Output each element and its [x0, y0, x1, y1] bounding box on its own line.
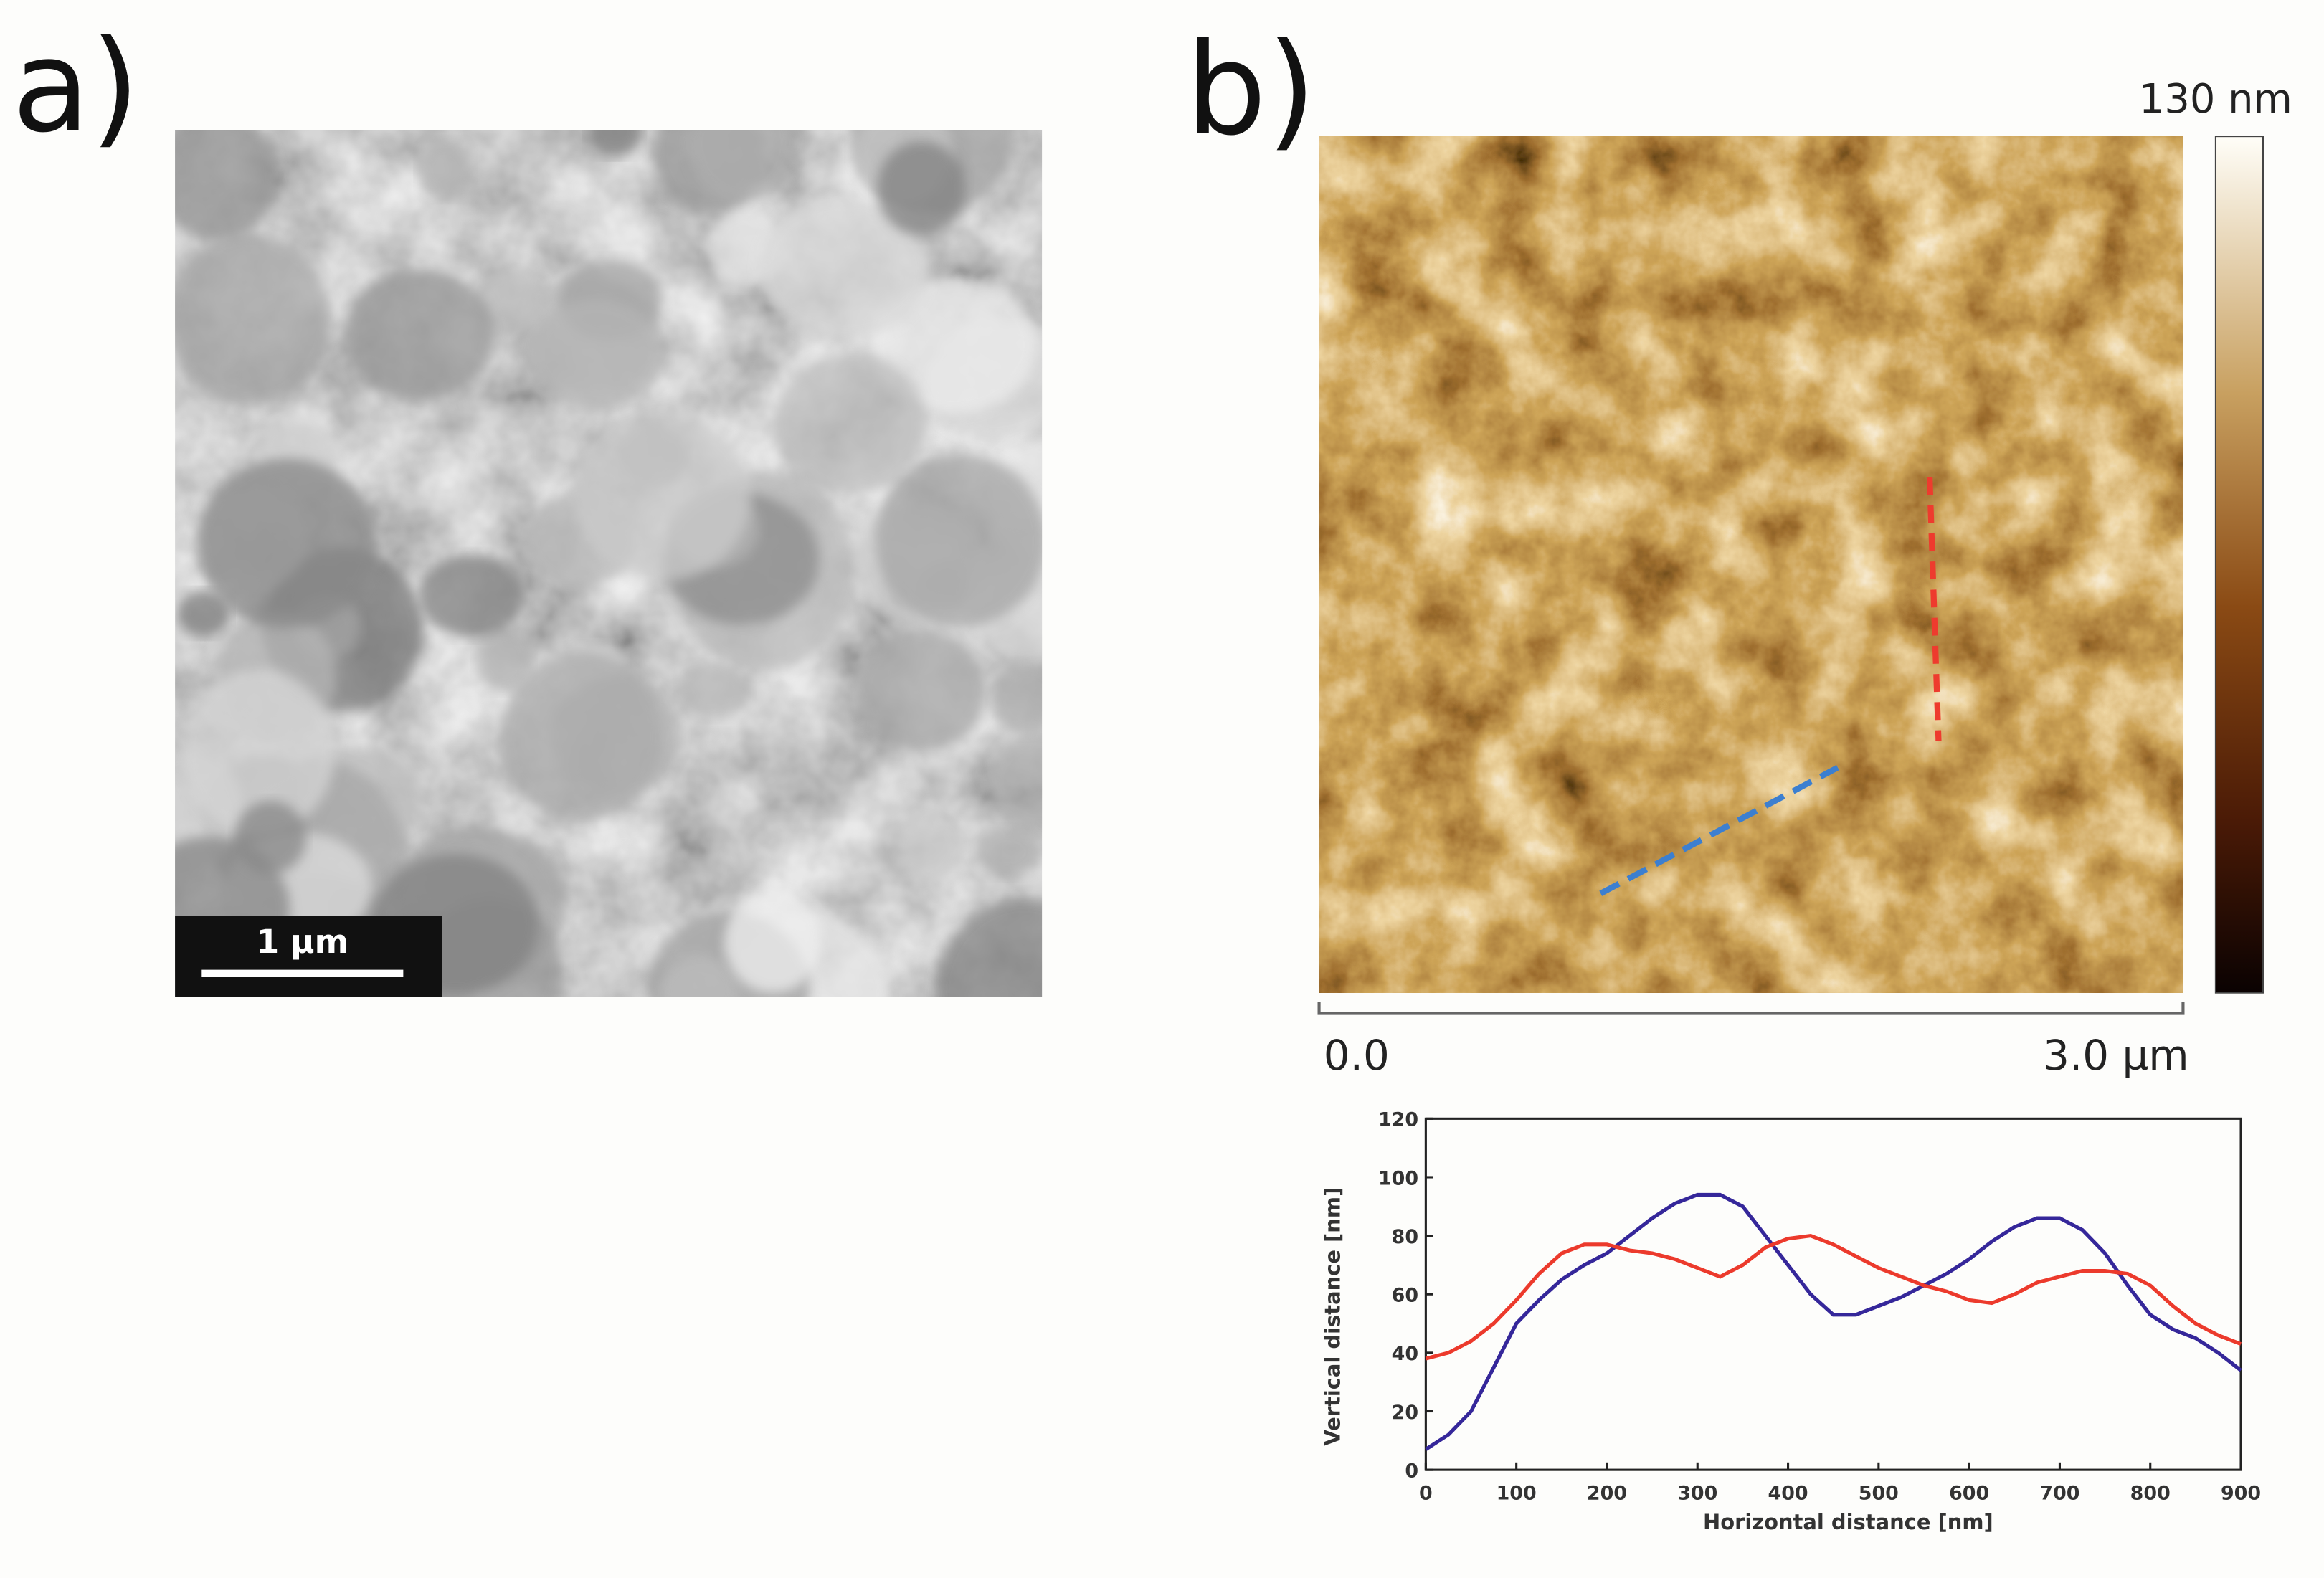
grain [175, 233, 331, 404]
series-line [1425, 1233, 2242, 1361]
grain [992, 662, 1043, 736]
scan-end: 3.0 µm [2043, 1031, 2189, 1080]
x-tick-label: 900 [2221, 1482, 2261, 1504]
grain [234, 801, 306, 874]
scan-axis [1317, 1002, 2185, 1015]
y-tick-label: 100 [1378, 1167, 1418, 1189]
grain [476, 269, 544, 334]
x-tick-label: 300 [1677, 1482, 1717, 1504]
panel-label: a) [12, 12, 140, 161]
grain [574, 412, 751, 581]
grain [871, 277, 1038, 414]
y-tick-label: 120 [1378, 1109, 1418, 1131]
profile-chart: 0 20 40 60 80 100 120 0 100 200 300 400 500 600 700 800… [1321, 1109, 2262, 1534]
series-line [1424, 1192, 2242, 1451]
x-tick-label: 400 [1768, 1482, 1808, 1504]
panel-label: b) [1186, 15, 1317, 163]
profile-line [1599, 764, 1839, 896]
colorbar-label: 130 nm [2139, 76, 2292, 123]
grain [660, 957, 739, 997]
grain [418, 555, 525, 637]
y-tick-label: 40 [1392, 1343, 1418, 1365]
grain [688, 130, 795, 202]
grain [501, 651, 663, 821]
grain [989, 733, 1043, 830]
grain [724, 889, 822, 993]
grain [876, 141, 966, 237]
afm-image [1319, 136, 2183, 993]
x-tick-label: 100 [1497, 1482, 1537, 1504]
grain [344, 269, 495, 401]
grain [774, 353, 926, 495]
grain [936, 898, 1043, 997]
x-tick-label: 600 [1949, 1482, 1989, 1504]
grain [418, 140, 473, 199]
grain [875, 453, 1043, 627]
grain [530, 298, 663, 409]
grain [587, 130, 642, 157]
x-axis-label: Horizontal distance [nm] [1703, 1510, 1993, 1534]
y-tick-label: 80 [1392, 1226, 1418, 1248]
grain [175, 130, 278, 241]
x-tick-label: 200 [1587, 1482, 1627, 1504]
grain [679, 663, 750, 719]
grain [857, 629, 987, 752]
y-axis-label: Vertical distance [nm] [1321, 1187, 1345, 1446]
profile-line [1926, 477, 1942, 741]
y-tick-label: 60 [1392, 1285, 1418, 1307]
x-tick-label: 0 [1419, 1482, 1433, 1504]
x-tick-label: 800 [2130, 1482, 2171, 1504]
grain [476, 628, 532, 692]
grain [759, 197, 929, 339]
y-tick-label: 20 [1392, 1402, 1418, 1424]
scale-bar-box [175, 916, 442, 997]
sem-image [175, 130, 1043, 997]
grain [182, 668, 336, 835]
scan-start: 0.0 [1324, 1031, 1390, 1080]
grain [176, 590, 231, 637]
grain [893, 815, 962, 883]
colorbar [2214, 136, 2264, 994]
scale-bar-label: 1 µm [257, 923, 348, 961]
x-tick-label: 700 [2039, 1482, 2079, 1504]
grain [974, 827, 1040, 878]
y-tick-label: 0 [1405, 1460, 1418, 1482]
grain [196, 458, 377, 628]
x-tick-label: 500 [1859, 1482, 1899, 1504]
